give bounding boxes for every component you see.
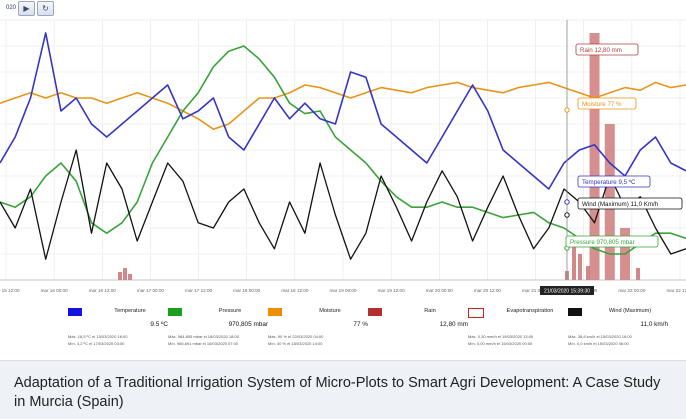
tooltip-wind: Wind (Maximum) 11,0 Km/h	[577, 197, 683, 210]
tooltip-label: Moisture 77 %	[582, 101, 622, 108]
legend-min-stat: Mín. 4,2 ºC el 17/03/2020 03:00	[68, 341, 125, 346]
rain-bar	[636, 268, 640, 280]
x-tick-label: mar 15 12:00	[0, 288, 20, 293]
tooltip-label: Pressure 970,805 mbar	[570, 239, 635, 246]
cursor-point	[564, 212, 570, 218]
legend-min-stat: Mín. 0,0 km/h el 15/03/2020 06:00	[568, 341, 629, 346]
tooltip-box	[577, 175, 651, 188]
cursor-point	[564, 107, 570, 113]
legend-swatch	[268, 308, 282, 316]
legend-swatch	[568, 308, 582, 316]
legend-value: 77 %	[353, 321, 368, 328]
legend-label: Wind (Maximum)	[608, 308, 652, 314]
tooltip-label: Rain 12,80 mm	[580, 47, 622, 54]
weather-line-chart[interactable]: Rain 12,80 mm Moisture 77 % Temperature 9,…	[0, 18, 686, 300]
rain-bar	[123, 268, 127, 280]
x-tick-label: mar 19 00:00	[329, 288, 357, 293]
legend-max-stat: Máx. 984,805 mbar el 18/03/2020 18:00	[168, 334, 239, 339]
rain-bar	[578, 254, 582, 280]
legend-min-stat: Mín. 0,00 mm/h el 15/03/2020 00:00	[468, 341, 533, 346]
legend-min-stat: Mín. 966,891 mbar el 16/03/2020 07:00	[168, 341, 239, 346]
caption-text: Adaptation of a Traditional Irrigation S…	[14, 375, 661, 410]
x-tick-label: mar 16 12:00	[89, 288, 117, 293]
cursor-time-label: 21/03/2020 15:39:30	[544, 289, 590, 295]
tooltip-temperature: Temperature 9,5 ºC	[577, 175, 651, 188]
chart-legend: Temperature 9.5 ºC Máx. 18,5 ºC el 15/03/2…	[68, 306, 668, 352]
x-tick-label: mar 19 12:00	[378, 288, 406, 293]
rain-bar	[586, 266, 590, 280]
legend-max-stat: Máx. 38,8 km/h el 15/03/2020 16:00	[568, 334, 632, 339]
series-line-temperature	[0, 32, 686, 190]
chart-canvas[interactable]: Rain 12,80 mm Moisture 77 % Temperature 9,…	[0, 18, 686, 300]
legend-swatch	[68, 308, 82, 316]
legend-value: 11,0 km/h	[640, 321, 668, 328]
legend-value: 9.5 ºC	[150, 321, 168, 328]
legend-max-stat: Máx. 18,5 ºC el 15/03/2020 16:00	[68, 334, 128, 339]
rain-bar	[572, 240, 576, 280]
x-tick-label: mar 17 12:00	[185, 288, 213, 293]
x-tick-label: mar 22 00:00	[618, 288, 646, 293]
legend-value: 12,80 mm	[439, 321, 468, 328]
x-tick-label: mar 21 00:00	[522, 288, 550, 293]
series-line-pressure	[0, 45, 686, 255]
legend-label: Evapotranspiration	[506, 308, 554, 314]
x-tick-label: mar 22 12:00	[666, 288, 686, 293]
cursor-point	[564, 199, 570, 205]
series-line-wind-maximum	[0, 149, 686, 260]
legend-min-stat: Mín. 40 % el 18/03/2020 14:00	[268, 341, 323, 346]
legend-max-stat: Máx. 90 % el 22/03/2020 04:00	[268, 334, 324, 339]
tooltip-label: Wind (Maximum) 11,0 Km/h	[582, 201, 659, 208]
tooltip-box	[575, 43, 639, 56]
legend-label: Temperature	[114, 308, 146, 314]
rain-bar	[128, 274, 132, 280]
legend-swatch	[368, 308, 382, 316]
tooltip-moisture: Moisture 77 %	[577, 97, 637, 110]
x-tick-label: mar 20 00:00	[426, 288, 454, 293]
legend-label: Rain	[424, 308, 436, 314]
rain-bar	[118, 272, 122, 280]
legend-label: Pressure	[218, 308, 242, 314]
toolbar-year-text: 020	[5, 5, 16, 11]
play-icon[interactable]: ▶	[18, 0, 35, 16]
x-axis: mar 15 12:00 mar 16 00:00 mar 16 12:00 mar …	[0, 279, 686, 295]
tooltip-box	[565, 235, 659, 248]
tooltip-pressure: Pressure 970,805 mbar	[565, 235, 659, 248]
rain-bars	[118, 33, 640, 280]
tooltip-label: Temperature 9,5 ºC	[582, 179, 636, 186]
legend-swatch	[168, 308, 182, 316]
legend-value: 970,805 mbar	[228, 321, 268, 328]
chart-toolbar: 020 ▶ ↻	[0, 0, 54, 16]
chart-panel: 020 ▶ ↻ Rain 12,80 mm Moisture 77 % Temper…	[0, 0, 686, 361]
legend-max-stat: Máx. 0,30 mm/h el 19/03/2020 13:00	[468, 334, 534, 339]
refresh-icon[interactable]: ↻	[37, 0, 54, 16]
tooltip-rain: Rain 12,80 mm	[575, 43, 639, 56]
rain-bar	[589, 33, 600, 280]
x-tick-label: mar 18 00:00	[233, 288, 261, 293]
tooltip-box	[577, 197, 683, 210]
legend-label: Moisture	[319, 308, 341, 314]
x-tick-label: mar 16 00:00	[41, 288, 69, 293]
cursor-time-box	[540, 286, 594, 295]
legend-swatch	[468, 308, 484, 318]
figure-caption: Adaptation of a Traditional Irrigation S…	[0, 361, 686, 419]
x-tick-label: mar 18 12:00	[281, 288, 309, 293]
x-tick-label: mar 20 12:00	[474, 288, 502, 293]
tooltip-box	[577, 97, 637, 110]
x-tick-label: mar 17 00:00	[137, 288, 165, 293]
